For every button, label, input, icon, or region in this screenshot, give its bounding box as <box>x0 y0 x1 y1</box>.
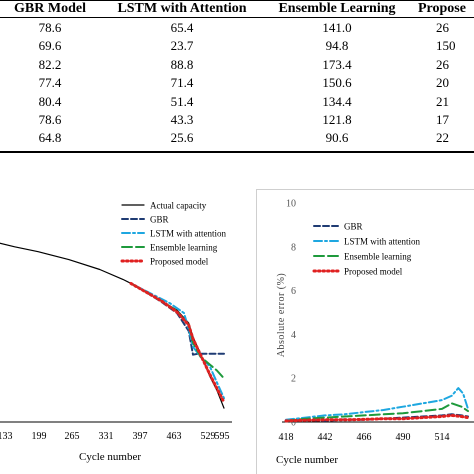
x-tick-label: 466 <box>357 432 372 443</box>
table-cell: 150.6 <box>322 75 352 91</box>
series-line-proposed-model <box>284 413 470 423</box>
legend-label: GBR <box>150 215 169 225</box>
table-cell: 26 <box>436 56 449 72</box>
series-line-actual-capacity <box>0 242 225 409</box>
y-tick-label: 6 <box>291 286 296 297</box>
table-top-rule <box>0 0 474 1</box>
y-tick-label: 4 <box>291 330 296 341</box>
series-line-gbr <box>129 282 225 356</box>
legend-label: GBR <box>344 222 363 232</box>
x-tick-label: 265 <box>65 431 80 442</box>
table-cell: 82.2 <box>38 56 62 72</box>
y-tick-label: 0 <box>291 418 296 429</box>
y-tick-label: 10 <box>286 199 296 210</box>
x-tick-label: 514 <box>435 432 450 443</box>
legend-label: Proposed model <box>150 257 209 267</box>
table-cell: 78.6 <box>38 112 62 127</box>
series-line-lstm-with-attention <box>129 282 225 400</box>
table-header-proposed: Propose <box>418 1 466 16</box>
series-line-proposed-model <box>129 281 226 404</box>
table-header-gbr: GBR Model <box>14 1 86 16</box>
table-cell: 65.4 <box>170 20 194 35</box>
capacity-prediction-chart: 133 199 265 331 397 463 529 595 Cycle number Actu… <box>0 201 232 463</box>
legend-label: Ensemble learning <box>150 243 218 253</box>
x-tick-label: 490 <box>396 432 411 443</box>
legend-label: Ensemble learning <box>344 252 412 262</box>
x-tick-label: 199 <box>32 431 47 442</box>
table-cell: 26 <box>436 20 449 35</box>
table-cell: 71.4 <box>170 75 194 91</box>
table-cell: 141.0 <box>322 20 352 35</box>
table-cell: 88.8 <box>170 56 194 72</box>
x-tick-label: 595 <box>215 431 230 442</box>
table-bottom-rule <box>0 151 474 153</box>
x-tick-label: 133 <box>0 431 13 442</box>
table-cell: 78.6 <box>38 20 62 35</box>
absolute-error-chart: 0 2 4 6 8 10 Absolute error (%) 418 442 466 490 514… <box>276 199 474 466</box>
table-cell: 51.4 <box>170 93 194 109</box>
table-cell: 134.4 <box>322 93 352 109</box>
legend-label: LSTM with attention <box>344 237 420 247</box>
table-header-ensemble: Ensemble Learning <box>278 1 396 16</box>
table-cell: 20 <box>436 75 449 91</box>
table-header-lstm: LSTM with Attention <box>117 1 247 16</box>
legend-label: Proposed model <box>344 267 403 277</box>
results-table: GBR Model LSTM with Attention Ensemble L… <box>0 0 474 158</box>
table-cell: 94.8 <box>325 38 349 54</box>
legend-label: LSTM with attention <box>150 229 226 239</box>
x-tick-label: 331 <box>99 431 114 442</box>
y-axis-label: Absolute error (%) <box>276 273 287 358</box>
table-cell: 69.6 <box>38 38 62 54</box>
table-cell: 23.7 <box>170 38 194 54</box>
series-line-ensemble-learning <box>129 282 225 380</box>
y-tick-label: 2 <box>291 374 296 385</box>
x-tick-label: 418 <box>279 432 294 443</box>
table-cell: 64.8 <box>38 130 62 146</box>
x-tick-label: 463 <box>167 431 182 442</box>
table-header-rule <box>0 17 474 18</box>
x-axis-label: Cycle number <box>276 454 338 466</box>
series-line-lstm-with-attention <box>285 387 469 421</box>
table-cell: 25.6 <box>170 130 194 146</box>
table-cell: 21 <box>436 93 449 109</box>
table-cell: 121.8 <box>322 112 352 127</box>
table-cell: 90.6 <box>325 130 349 146</box>
x-tick-label: 529 <box>201 431 216 442</box>
table-cell: 77.4 <box>38 75 62 91</box>
error-chart-frame <box>256 189 474 474</box>
x-axis-label: Cycle number <box>79 451 141 463</box>
y-tick-label: 8 <box>291 242 296 253</box>
table-cell: 173.4 <box>322 56 352 72</box>
legend-label: Actual capacity <box>150 201 207 211</box>
table-cell: 150 <box>436 38 456 54</box>
table-cell: 80.4 <box>38 93 62 109</box>
x-tick-label: 442 <box>318 432 333 443</box>
table-cell: 43.3 <box>170 112 194 127</box>
series-line-ensemble-learning <box>285 402 469 422</box>
table-cell: 17 <box>436 112 449 127</box>
x-tick-label: 397 <box>133 431 148 442</box>
table-cell: 22 <box>436 130 449 146</box>
